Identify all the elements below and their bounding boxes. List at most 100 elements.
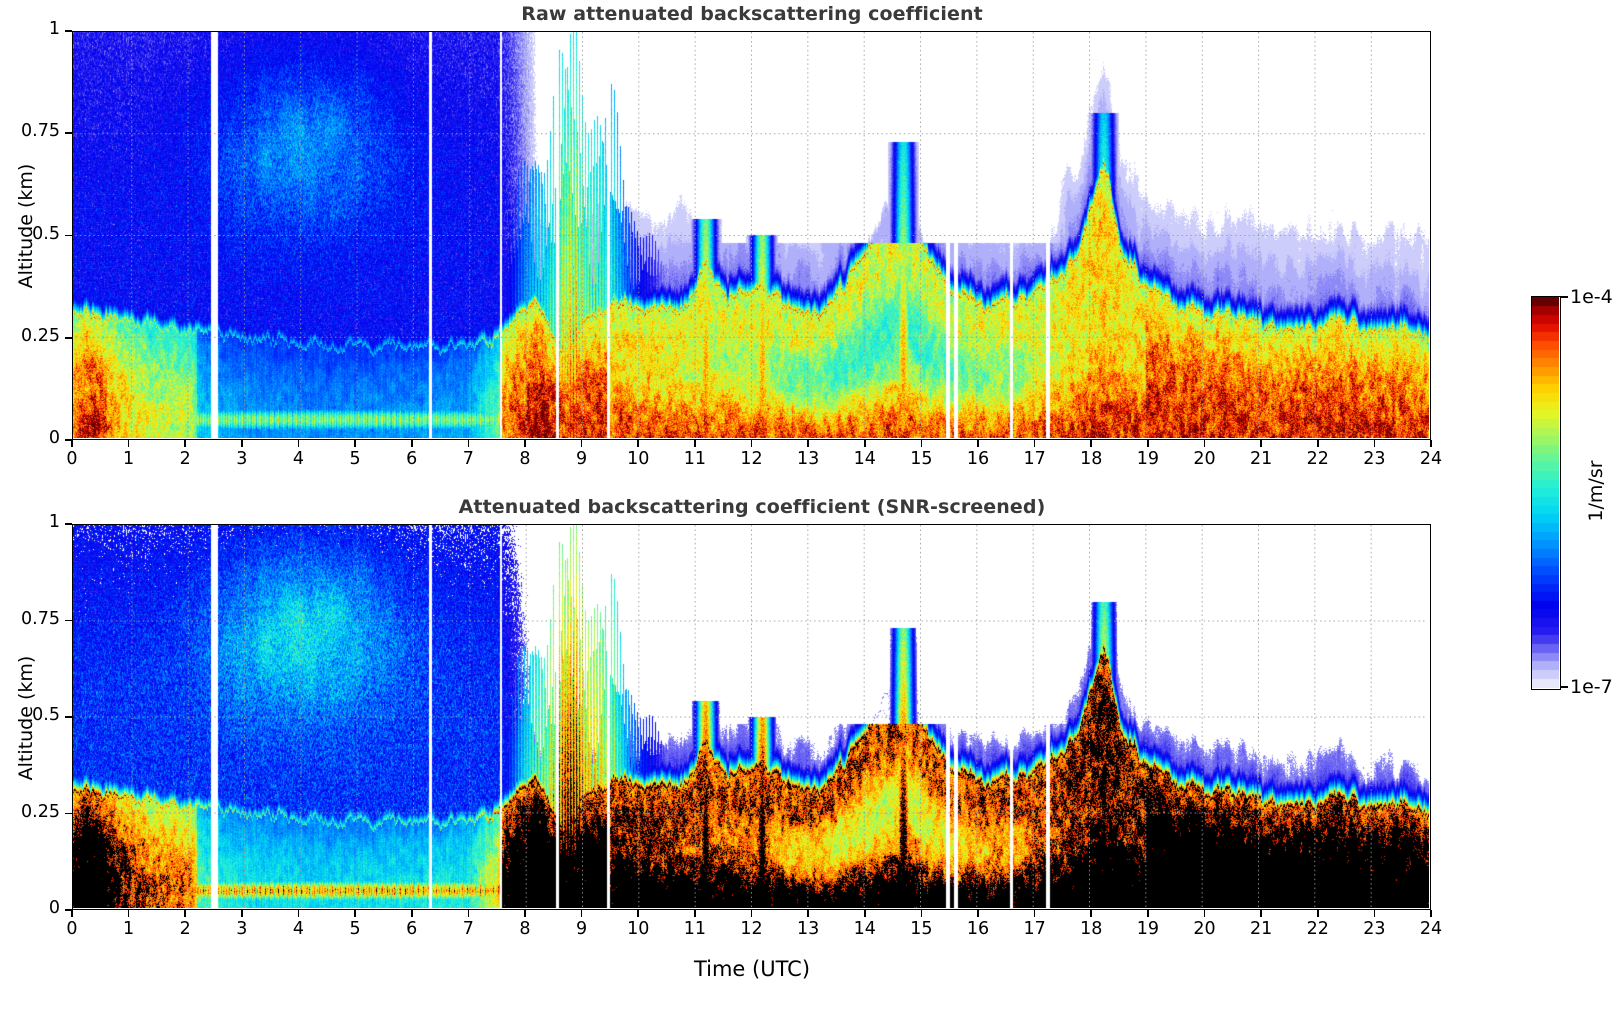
x-tick-label: 0 (66, 449, 78, 469)
x-tickmark (694, 910, 696, 917)
colorbar-max-tick (1561, 296, 1568, 298)
x-tick-label: 8 (519, 919, 531, 939)
x-tickmark (1033, 910, 1036, 917)
x-tickmark (127, 440, 130, 447)
x-tick-label: 7 (462, 449, 474, 469)
y-tickmark (65, 132, 72, 135)
x-tick-label: 4 (292, 919, 305, 939)
x-tickmark (1373, 910, 1376, 917)
x-tick-label: 23 (1363, 919, 1386, 939)
x-tick-label: 17 (1023, 919, 1046, 939)
y-tick-label: 0.5 (32, 223, 60, 244)
x-tick-label: 13 (796, 919, 820, 939)
x-tick-label: 24 (1419, 449, 1443, 469)
x-tickmark (1090, 910, 1093, 917)
x-tick-label: 8 (519, 449, 531, 469)
x-tickmark (580, 910, 583, 917)
x-tickmark (241, 910, 243, 917)
x-tick-label: 12 (740, 449, 763, 469)
x-tickmark (694, 440, 696, 447)
colorbar-max-label: 1e-4 (1570, 286, 1613, 308)
x-tick-label: 3 (236, 449, 248, 469)
x-tickmark (1316, 910, 1319, 917)
heatmap-screened (72, 524, 1431, 910)
x-tick-label: 12 (740, 919, 763, 939)
y-tick-label: 1 (48, 19, 60, 39)
x-tickmark (1090, 440, 1093, 447)
x-tickmark (637, 440, 640, 447)
x-tickmark (1430, 910, 1432, 917)
x-tickmark (920, 910, 923, 917)
x-tick-label: 6 (406, 449, 418, 469)
x-tickmark (127, 910, 130, 917)
x-tick-label: 2 (179, 449, 191, 469)
x-tick-label: 22 (1306, 919, 1329, 939)
y-tick-label: 0.75 (21, 121, 60, 142)
x-tickmark (297, 910, 300, 917)
y-tickmark (65, 30, 72, 32)
x-tickmark (467, 440, 470, 447)
x-tick-label: 22 (1306, 449, 1329, 469)
x-tickmark (524, 440, 526, 447)
x-tickmark (524, 910, 526, 917)
x-tick-label: 7 (462, 919, 474, 939)
x-tickmark (467, 910, 470, 917)
x-tickmark (807, 910, 809, 917)
x-tick-label: 15 (910, 919, 933, 939)
x-tickmark (1430, 440, 1432, 447)
x-tickmark (1260, 910, 1262, 917)
x-tick-label: 1 (123, 919, 135, 939)
x-tick-label: 21 (1249, 449, 1273, 469)
x-tick-label: 24 (1419, 919, 1443, 939)
x-tick-label: 11 (683, 919, 707, 939)
x-tick-label: 19 (1136, 449, 1160, 469)
y-tickmark (65, 812, 72, 815)
x-tickmark (863, 440, 866, 447)
y-axis-label-raw: Altitude (km) (15, 163, 37, 289)
y-tick-label: 0.25 (21, 801, 60, 822)
x-tickmark (184, 440, 187, 447)
x-tickmark (1203, 440, 1206, 447)
y-tickmark (65, 619, 72, 622)
y-tick-label: 0 (48, 428, 60, 448)
x-tickmark (241, 440, 243, 447)
x-tick-label: 10 (627, 449, 650, 469)
x-tick-label: 23 (1363, 449, 1386, 469)
y-tick-label: 0.75 (21, 608, 60, 629)
x-tickmark (1373, 440, 1376, 447)
x-tick-label: 17 (1023, 449, 1046, 469)
x-tick-label: 9 (576, 449, 588, 469)
y-tick-label: 0.25 (21, 325, 60, 346)
x-tickmark (184, 910, 187, 917)
x-tickmark (410, 440, 413, 447)
x-tick-label: 4 (292, 449, 305, 469)
x-tick-label: 16 (966, 919, 990, 939)
x-tick-label: 14 (853, 919, 876, 939)
y-tick-label: 1 (48, 512, 60, 532)
x-tick-label: 19 (1136, 919, 1160, 939)
panel-title-screened: Attenuated backscattering coefficient (S… (458, 496, 1046, 518)
x-tickmark (750, 910, 753, 917)
y-tickmark (65, 523, 72, 525)
panel-title-raw: Raw attenuated backscattering coefficien… (521, 3, 983, 25)
heatmap-raw (72, 31, 1431, 440)
x-tickmark (1260, 440, 1262, 447)
x-tick-label: 13 (796, 449, 820, 469)
x-tickmark (863, 910, 866, 917)
x-tick-label: 14 (853, 449, 876, 469)
x-tickmark (977, 440, 979, 447)
x-tick-label: 21 (1249, 919, 1273, 939)
colorbar-unit-label: 1/m/sr (1585, 460, 1607, 522)
y-tickmark (65, 716, 72, 718)
x-tickmark (580, 440, 583, 447)
x-tickmark (920, 440, 923, 447)
x-tickmark (1147, 440, 1149, 447)
y-tick-label: 0 (48, 898, 60, 918)
x-tick-label: 2 (179, 919, 191, 939)
x-tickmark (1203, 910, 1206, 917)
colorbar (1531, 296, 1561, 690)
x-tick-label: 18 (1080, 449, 1103, 469)
x-tickmark (1033, 440, 1036, 447)
x-tick-label: 1 (123, 449, 135, 469)
